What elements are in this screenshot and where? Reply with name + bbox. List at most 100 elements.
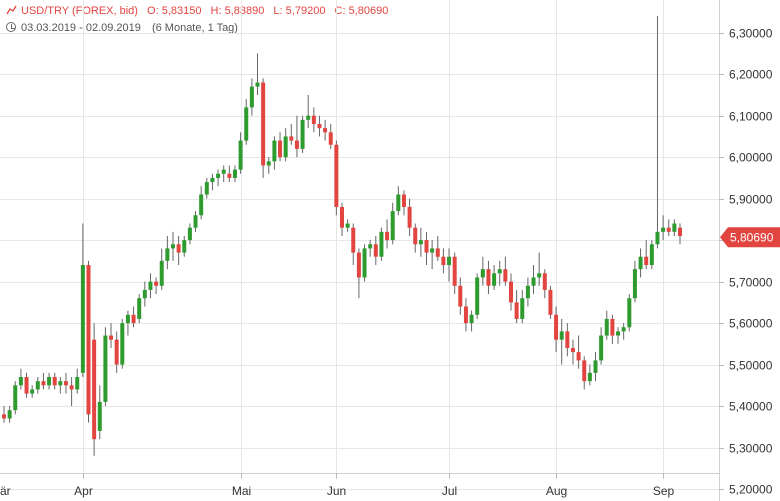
candle-body	[159, 260, 164, 286]
candle-body	[58, 381, 63, 386]
candle	[272, 136, 277, 170]
candle	[131, 306, 136, 328]
candle	[261, 78, 266, 178]
candle	[356, 248, 361, 299]
candle	[525, 277, 530, 307]
candle-body	[520, 298, 525, 319]
candle	[644, 240, 649, 270]
candle-body	[103, 335, 108, 402]
candle	[503, 256, 508, 286]
candle	[401, 190, 406, 216]
chart-header: USD/TRY (FOREX, bid) O: 5,83150 H: 5,838…	[0, 0, 720, 40]
candle	[554, 306, 559, 353]
candle	[435, 235, 440, 261]
candle-body	[323, 128, 328, 133]
candle	[187, 223, 192, 245]
high-label: H:	[210, 5, 222, 17]
candle-body	[503, 269, 508, 282]
candle	[159, 248, 164, 290]
low-value: 5,79200	[285, 5, 326, 17]
x-tick-label: Jun	[327, 484, 346, 498]
candle-body	[92, 339, 97, 440]
candle	[142, 281, 147, 307]
candle	[278, 132, 283, 162]
candle-body	[413, 227, 418, 245]
candle	[244, 99, 249, 145]
candle-body	[328, 132, 333, 145]
candle	[289, 123, 294, 145]
candle-body	[542, 273, 547, 290]
candle	[47, 372, 52, 390]
candle	[283, 128, 288, 162]
candle-body	[266, 161, 271, 166]
candle-body	[401, 194, 406, 207]
close-value: 5,80690	[348, 5, 389, 17]
grid	[0, 0, 719, 490]
candle-body	[661, 227, 666, 232]
candle	[109, 323, 114, 348]
candle	[661, 215, 666, 241]
candle	[345, 219, 350, 232]
candle	[542, 269, 547, 299]
candle	[385, 219, 390, 249]
candle	[666, 219, 671, 236]
candle-body	[480, 269, 485, 278]
date-range: 03.03.2019 - 02.09.2019	[21, 22, 141, 34]
candle	[216, 169, 221, 187]
candle	[317, 115, 322, 137]
candle	[396, 186, 401, 216]
candle-body	[492, 273, 497, 286]
candle	[154, 277, 159, 295]
candle	[565, 323, 570, 357]
candle-body	[97, 401, 102, 431]
x-tick-label: är	[0, 484, 11, 498]
candle-body	[514, 302, 519, 319]
y-tick-label: 5,40000	[729, 400, 773, 414]
candle	[362, 244, 367, 282]
candle-body	[317, 123, 322, 129]
candle-body	[193, 215, 198, 228]
y-tick-label: 6,20000	[729, 68, 773, 82]
candle-body	[678, 227, 682, 236]
candle-body	[334, 144, 339, 207]
candle-body	[154, 281, 159, 286]
candle-body	[204, 182, 209, 195]
candle-body	[311, 115, 316, 124]
x-tick-label: Aug	[546, 484, 567, 498]
candle-body	[475, 277, 480, 315]
candle-body	[599, 335, 604, 361]
x-tick-label: Apr	[74, 484, 93, 498]
candle-body	[587, 372, 592, 382]
candle-body	[452, 256, 457, 286]
candle	[249, 78, 254, 116]
candle-body	[86, 265, 91, 415]
candle-body	[644, 256, 649, 266]
candle-body	[632, 269, 637, 299]
candle-body	[373, 244, 378, 257]
candle	[103, 327, 108, 407]
candle	[266, 157, 271, 174]
candle-body	[486, 269, 491, 286]
candle	[323, 119, 328, 141]
candle-body	[306, 115, 311, 120]
candle-body	[69, 385, 74, 390]
candle-body	[385, 231, 390, 241]
candle-body	[570, 347, 575, 353]
candle-body	[176, 244, 181, 253]
candle-body	[221, 169, 226, 174]
candle	[497, 260, 502, 286]
candle	[227, 165, 232, 183]
candle-body	[41, 381, 46, 386]
close-label: C:	[334, 5, 346, 17]
candle-body	[441, 256, 446, 266]
candle-body	[216, 173, 221, 178]
candle	[368, 240, 373, 257]
candle	[334, 140, 339, 216]
candle	[480, 256, 485, 286]
x-tick-label: Jul	[442, 484, 457, 498]
candle	[80, 223, 85, 378]
open-label: O:	[147, 5, 159, 17]
candle	[148, 273, 153, 299]
x-tick-label: Mai	[232, 484, 251, 498]
candle-body	[255, 82, 260, 87]
